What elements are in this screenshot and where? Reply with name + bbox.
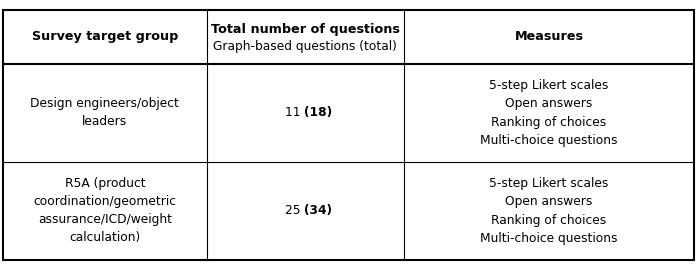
Text: 11: 11	[285, 106, 305, 119]
Text: 5-step Likert scales
Open answers
Ranking of choices
Multi-choice questions: 5-step Likert scales Open answers Rankin…	[480, 177, 618, 245]
Text: Measures: Measures	[514, 30, 583, 43]
Text: Total number of questions: Total number of questions	[211, 23, 400, 36]
Text: (34): (34)	[305, 204, 332, 218]
Text: R5A (product
coordination/geometric
assurance/ICD/weight
calculation): R5A (product coordination/geometric assu…	[33, 177, 176, 244]
Text: (18): (18)	[305, 106, 332, 119]
Text: Design engineers/object
leaders: Design engineers/object leaders	[31, 97, 179, 128]
Text: Graph-based questions (total): Graph-based questions (total)	[213, 40, 397, 53]
Text: Survey target group: Survey target group	[32, 30, 178, 43]
Text: 5-step Likert scales
Open answers
Ranking of choices
Multi-choice questions: 5-step Likert scales Open answers Rankin…	[480, 79, 618, 147]
Text: 25: 25	[285, 204, 305, 218]
